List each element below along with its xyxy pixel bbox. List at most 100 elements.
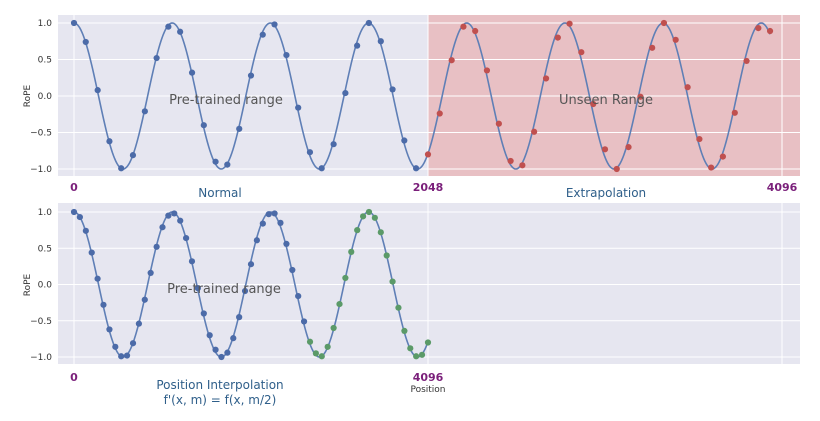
x-tick-label: 2048 xyxy=(413,181,444,194)
data-point-blue xyxy=(82,227,89,234)
data-point-blue xyxy=(354,42,361,49)
data-point-red xyxy=(531,128,538,135)
data-point-red xyxy=(554,34,561,41)
data-point-green xyxy=(354,227,361,234)
data-point-green xyxy=(389,278,396,285)
x-tick-label: 0 xyxy=(70,181,78,194)
data-point-blue xyxy=(88,249,95,256)
range-annotation: Pre-trained range xyxy=(167,282,281,297)
data-point-blue xyxy=(70,208,78,216)
data-point-red xyxy=(731,109,738,116)
data-point-blue xyxy=(212,158,219,165)
x-tick-label: 0 xyxy=(70,371,78,384)
data-point-green xyxy=(324,343,331,350)
data-point-blue xyxy=(147,269,154,276)
y-tick-label: 0.0 xyxy=(38,92,53,102)
data-point-red xyxy=(448,57,455,64)
data-point-blue xyxy=(100,301,107,308)
data-point-blue xyxy=(200,122,207,129)
data-point-blue xyxy=(106,326,113,333)
data-point-blue xyxy=(283,240,290,247)
data-point-red xyxy=(424,151,432,158)
data-point-red xyxy=(696,135,703,143)
data-point-green xyxy=(377,229,384,236)
data-point-blue xyxy=(135,320,143,327)
data-point-blue xyxy=(224,161,231,168)
data-point-green xyxy=(342,274,349,282)
data-point-green xyxy=(330,324,337,332)
data-point-green xyxy=(371,214,378,221)
data-point-red xyxy=(766,27,774,35)
data-point-red xyxy=(743,57,750,65)
data-point-blue xyxy=(283,52,290,59)
data-point-blue xyxy=(300,318,308,325)
data-point-blue xyxy=(247,72,255,79)
y-tick-label: 1.0 xyxy=(38,19,53,29)
x-axis-label: Position xyxy=(410,385,445,395)
data-point-blue xyxy=(177,217,184,224)
data-point-blue xyxy=(70,19,78,27)
data-point-green xyxy=(336,300,343,308)
data-point-blue xyxy=(342,89,349,97)
data-point-blue xyxy=(295,293,302,300)
data-point-red xyxy=(590,100,597,108)
data-point-blue xyxy=(159,224,166,231)
data-point-blue xyxy=(259,220,266,227)
data-point-green xyxy=(413,353,420,360)
data-point-blue xyxy=(206,332,213,339)
plot-area xyxy=(58,203,800,364)
data-point-blue xyxy=(277,219,284,226)
range-annotation: Unseen Range xyxy=(559,93,653,108)
data-point-blue xyxy=(236,314,243,321)
data-point-red xyxy=(672,36,679,43)
caption-label: Position Interpolation xyxy=(156,378,283,392)
data-point-red xyxy=(708,164,715,171)
data-point-blue xyxy=(141,296,148,303)
data-point-blue xyxy=(123,352,131,359)
data-point-red xyxy=(507,157,514,165)
data-point-blue xyxy=(200,310,207,317)
data-point-red xyxy=(483,67,491,74)
data-point-blue xyxy=(129,152,137,159)
data-point-blue xyxy=(271,210,278,217)
data-point-blue xyxy=(271,21,278,28)
caption-label: Normal xyxy=(198,186,241,200)
data-point-blue xyxy=(129,340,137,347)
data-point-red xyxy=(542,75,550,82)
caption-label: Extrapolation xyxy=(566,186,646,200)
y-axis-label: RoPE xyxy=(23,273,33,296)
data-point-blue xyxy=(177,28,184,35)
data-point-green xyxy=(383,252,390,259)
y-tick-label: −0.5 xyxy=(30,317,52,327)
data-point-blue xyxy=(153,243,160,250)
data-point-red xyxy=(519,162,526,169)
data-point-blue xyxy=(171,210,178,217)
data-point-red xyxy=(566,20,573,27)
y-tick-label: 1.0 xyxy=(38,208,53,218)
data-point-blue xyxy=(236,125,243,132)
data-point-green xyxy=(306,338,314,345)
data-point-blue xyxy=(224,349,231,356)
data-point-blue xyxy=(377,38,384,45)
data-point-green xyxy=(424,339,432,346)
data-point-blue xyxy=(247,261,255,268)
data-point-red xyxy=(601,146,609,153)
data-point-red xyxy=(637,93,644,100)
y-tick-label: −0.5 xyxy=(30,129,52,139)
x-tick-label: 4096 xyxy=(413,371,444,384)
data-point-red xyxy=(660,19,668,27)
data-point-blue xyxy=(94,87,101,94)
data-point-red xyxy=(495,120,502,127)
data-point-blue xyxy=(230,335,237,342)
data-point-blue xyxy=(253,237,260,244)
y-tick-label: 0.0 xyxy=(38,281,53,291)
data-point-blue xyxy=(188,69,196,76)
data-point-green xyxy=(312,350,320,357)
data-point-blue xyxy=(330,141,337,148)
data-point-green xyxy=(407,345,414,352)
data-point-red xyxy=(578,49,585,56)
data-point-red xyxy=(472,27,479,35)
data-point-blue xyxy=(141,108,148,115)
data-point-blue xyxy=(265,211,272,218)
